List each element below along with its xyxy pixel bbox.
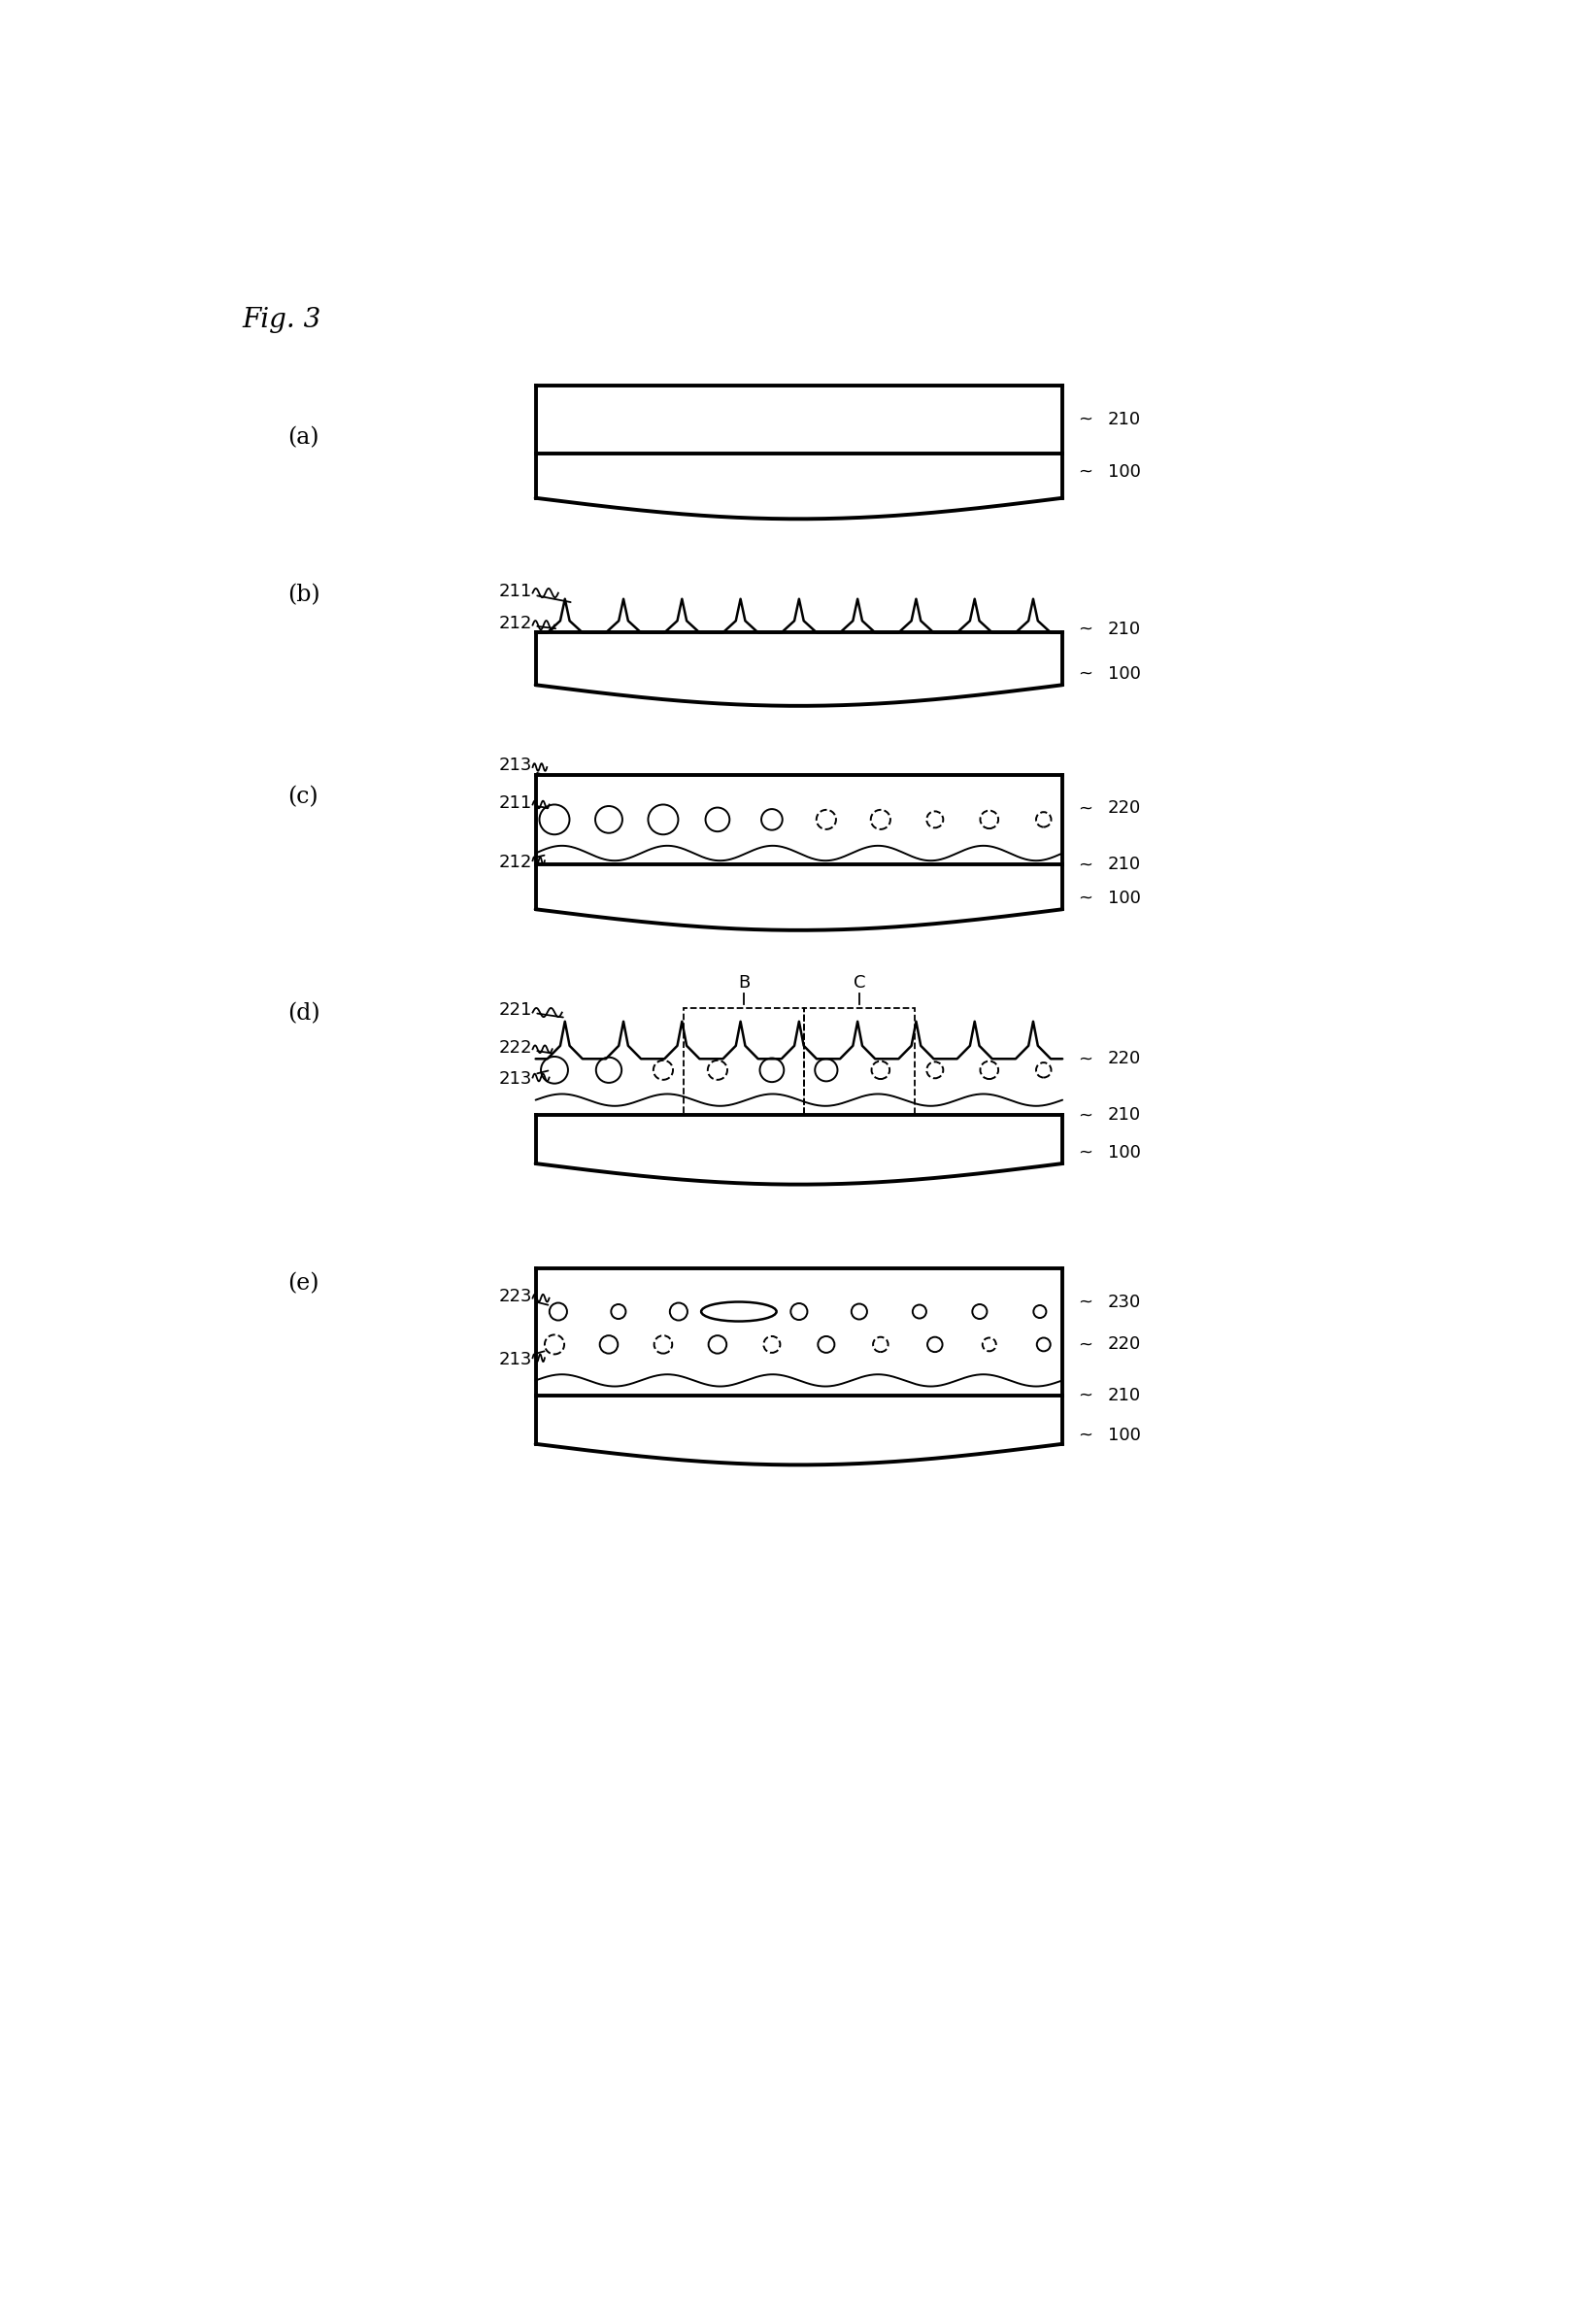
Text: ~: ~ xyxy=(1078,1143,1092,1162)
Text: ~: ~ xyxy=(1078,411,1092,428)
Text: ~: ~ xyxy=(1078,799,1092,818)
Text: ~: ~ xyxy=(1078,890,1092,906)
Text: Fig. 3: Fig. 3 xyxy=(243,307,322,335)
Text: 210: 210 xyxy=(1108,1387,1141,1404)
Text: ~: ~ xyxy=(1078,1427,1092,1443)
Text: 220: 220 xyxy=(1108,799,1141,818)
Bar xyxy=(682,1009,804,1116)
Text: 210: 210 xyxy=(1108,411,1141,428)
Text: 210: 210 xyxy=(1108,621,1141,637)
Text: 220: 220 xyxy=(1108,1050,1141,1067)
Text: B: B xyxy=(738,974,750,992)
Text: (e): (e) xyxy=(287,1271,318,1294)
Text: ~: ~ xyxy=(1078,1387,1092,1404)
Text: ~: ~ xyxy=(1078,1106,1092,1125)
Text: 211: 211 xyxy=(498,795,548,811)
Text: (c): (c) xyxy=(287,786,318,809)
Text: 213: 213 xyxy=(498,758,544,776)
Text: ~: ~ xyxy=(1078,462,1092,481)
Text: 100: 100 xyxy=(1108,890,1141,906)
Text: ~: ~ xyxy=(1078,1336,1092,1353)
Text: 100: 100 xyxy=(1108,665,1141,683)
Text: 221: 221 xyxy=(498,1002,563,1018)
Text: ~: ~ xyxy=(1078,855,1092,874)
Text: 223: 223 xyxy=(498,1287,548,1306)
Text: 210: 210 xyxy=(1108,1106,1141,1125)
Text: 210: 210 xyxy=(1108,855,1141,874)
Text: (a): (a) xyxy=(287,428,318,449)
Text: 100: 100 xyxy=(1108,1427,1141,1443)
Text: 100: 100 xyxy=(1108,462,1141,481)
Text: 211: 211 xyxy=(498,583,571,602)
Text: 212: 212 xyxy=(498,616,556,632)
Text: 213: 213 xyxy=(498,1350,544,1369)
Text: 222: 222 xyxy=(498,1039,552,1057)
Text: 213: 213 xyxy=(498,1071,548,1088)
Text: (d): (d) xyxy=(287,1002,320,1025)
Text: 212: 212 xyxy=(498,853,544,872)
Text: 230: 230 xyxy=(1108,1292,1141,1311)
Text: ~: ~ xyxy=(1078,621,1092,637)
Bar xyxy=(804,1009,916,1116)
Text: ~: ~ xyxy=(1078,665,1092,683)
Text: ~: ~ xyxy=(1078,1292,1092,1311)
Text: (b): (b) xyxy=(287,583,320,607)
Text: 220: 220 xyxy=(1108,1336,1141,1353)
Text: C: C xyxy=(854,974,865,992)
Text: 100: 100 xyxy=(1108,1143,1141,1162)
Text: ~: ~ xyxy=(1078,1050,1092,1067)
